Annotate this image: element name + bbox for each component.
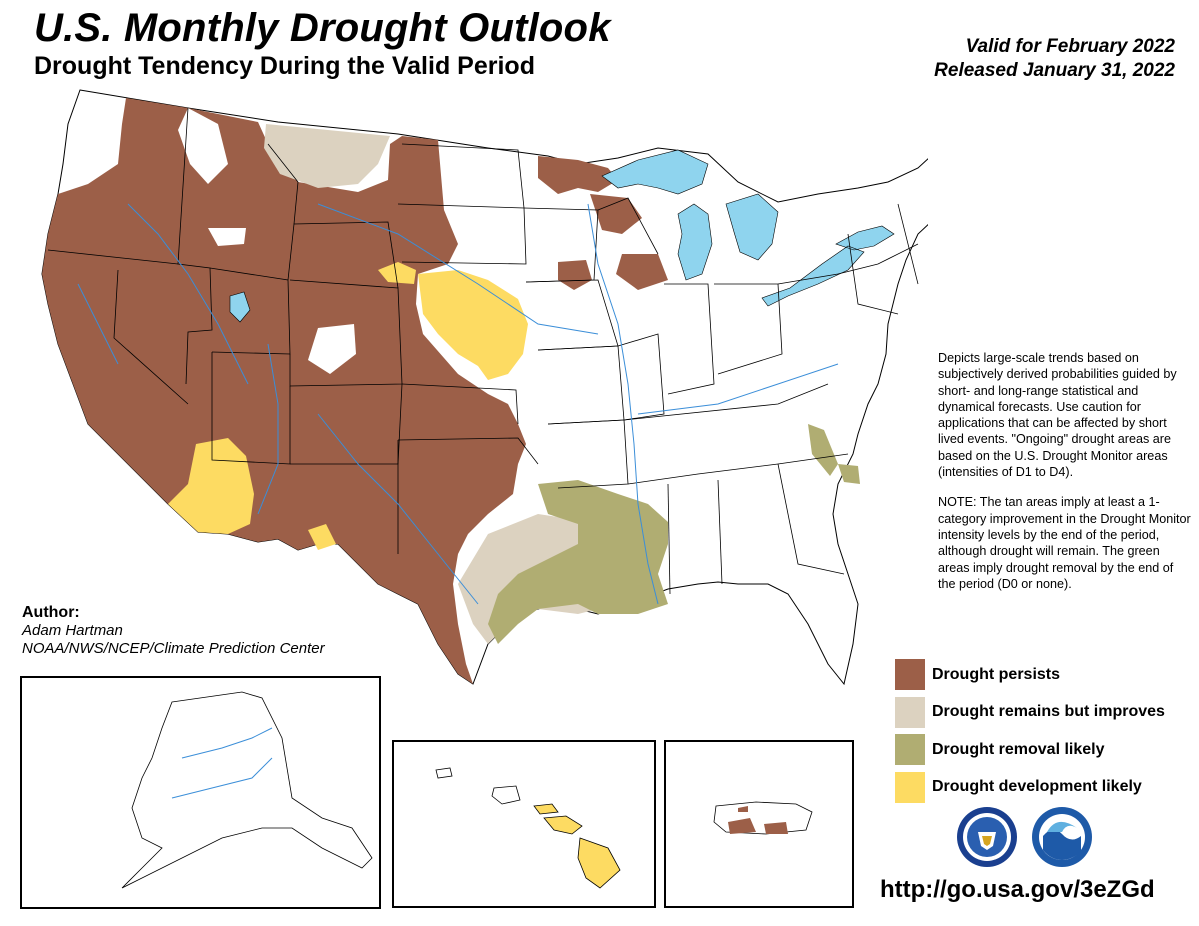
- map-title: U.S. Monthly Drought Outlook: [34, 6, 611, 50]
- valid-period: Valid for February 2022: [965, 36, 1175, 57]
- description: Depicts large-scale trends based on subj…: [938, 350, 1193, 606]
- noaa-logo-icon: [1032, 807, 1092, 867]
- no-drought-idaho: [208, 228, 246, 246]
- drought-removal-ohio-valley: [808, 424, 838, 476]
- drought-develops-plains: [418, 270, 528, 380]
- description-para-1: Depicts large-scale trends based on subj…: [938, 351, 1177, 480]
- great-salt-lake: [229, 291, 251, 323]
- drought-persists-iowa: [558, 260, 592, 290]
- legend-label-improves: Drought remains but improves: [932, 703, 1165, 721]
- no-drought-utah: [308, 324, 356, 374]
- legend-label-development: Drought development likely: [932, 778, 1142, 796]
- author-label: Author:: [22, 604, 80, 621]
- great-lakes: [601, 149, 895, 307]
- author-name: Adam Hartman: [22, 622, 123, 639]
- website-link[interactable]: http://go.usa.gov/3eZGd: [880, 876, 1155, 903]
- drought-removal-southcentral: [488, 480, 668, 644]
- legend-swatch-removal: [895, 734, 925, 766]
- alaska-inset: [20, 676, 381, 909]
- legend-item-persists: Drought persists: [895, 656, 1165, 694]
- drought-develops-nm: [308, 524, 336, 550]
- drought-removal-carolina: [838, 464, 860, 484]
- legend: Drought persists Drought remains but imp…: [895, 656, 1165, 806]
- map-subtitle: Drought Tendency During the Valid Period: [34, 52, 535, 80]
- author-block: Author: Adam Hartman NOAA/NWS/NCEP/Clima…: [22, 604, 325, 658]
- drought-develops-arizona: [168, 438, 254, 534]
- legend-swatch-development: [895, 771, 925, 803]
- hawaii-inset: [392, 740, 656, 908]
- drought-persists-michigan-up: [616, 254, 668, 290]
- legend-label-removal: Drought removal likely: [932, 740, 1105, 758]
- description-para-2: NOTE: The tan areas imply at least a 1-c…: [938, 495, 1191, 591]
- doc-seal-icon: [957, 807, 1017, 867]
- state-borders: [47, 107, 919, 595]
- release-date: Released January 31, 2022: [934, 60, 1175, 81]
- rivers: [77, 203, 839, 605]
- puerto-rico-inset: [664, 740, 854, 908]
- legend-item-development: Drought development likely: [895, 769, 1165, 807]
- conus-map: [41, 89, 928, 686]
- drought-improves-montana: [264, 124, 390, 188]
- hawaii-map: [435, 767, 621, 889]
- drought-persists-west: [42, 98, 526, 684]
- drought-persists-minnesota: [538, 156, 618, 194]
- legend-item-improves: Drought remains but improves: [895, 694, 1165, 732]
- drought-develops-sd: [378, 262, 416, 284]
- legend-item-removal: Drought removal likely: [895, 731, 1165, 769]
- puerto-rico-map: [713, 801, 813, 835]
- no-drought-oregon-coast: [178, 108, 228, 184]
- alaska-map: [121, 691, 373, 889]
- legend-swatch-persists: [895, 659, 925, 691]
- drought-persists-wisconsin: [590, 194, 642, 234]
- author-org: NOAA/NWS/NCEP/Climate Prediction Center: [22, 640, 325, 657]
- legend-label-persists: Drought persists: [932, 665, 1061, 683]
- legend-swatch-improves: [895, 696, 925, 728]
